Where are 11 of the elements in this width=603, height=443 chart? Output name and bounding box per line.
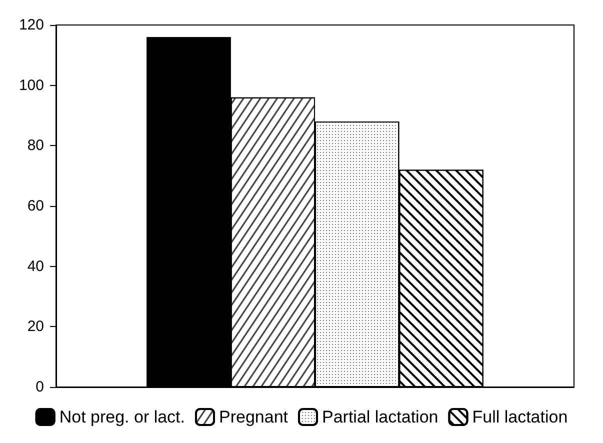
legend-label: Not preg. or lact. — [59, 408, 186, 426]
y-tick-label: 40 — [27, 258, 44, 275]
y-tick-label: 80 — [27, 137, 44, 154]
y-tick-label: 60 — [27, 198, 44, 214]
legend-label: Full lactation — [472, 408, 568, 426]
y-tick-label: 20 — [27, 318, 44, 336]
y-tick-label: 120 — [18, 16, 44, 34]
legend-label: Pregnant — [219, 408, 288, 426]
y-tick-label: 100 — [18, 76, 44, 94]
y-tick-label: 0 — [36, 378, 44, 396]
legend-label: Partial lactation — [322, 408, 438, 426]
